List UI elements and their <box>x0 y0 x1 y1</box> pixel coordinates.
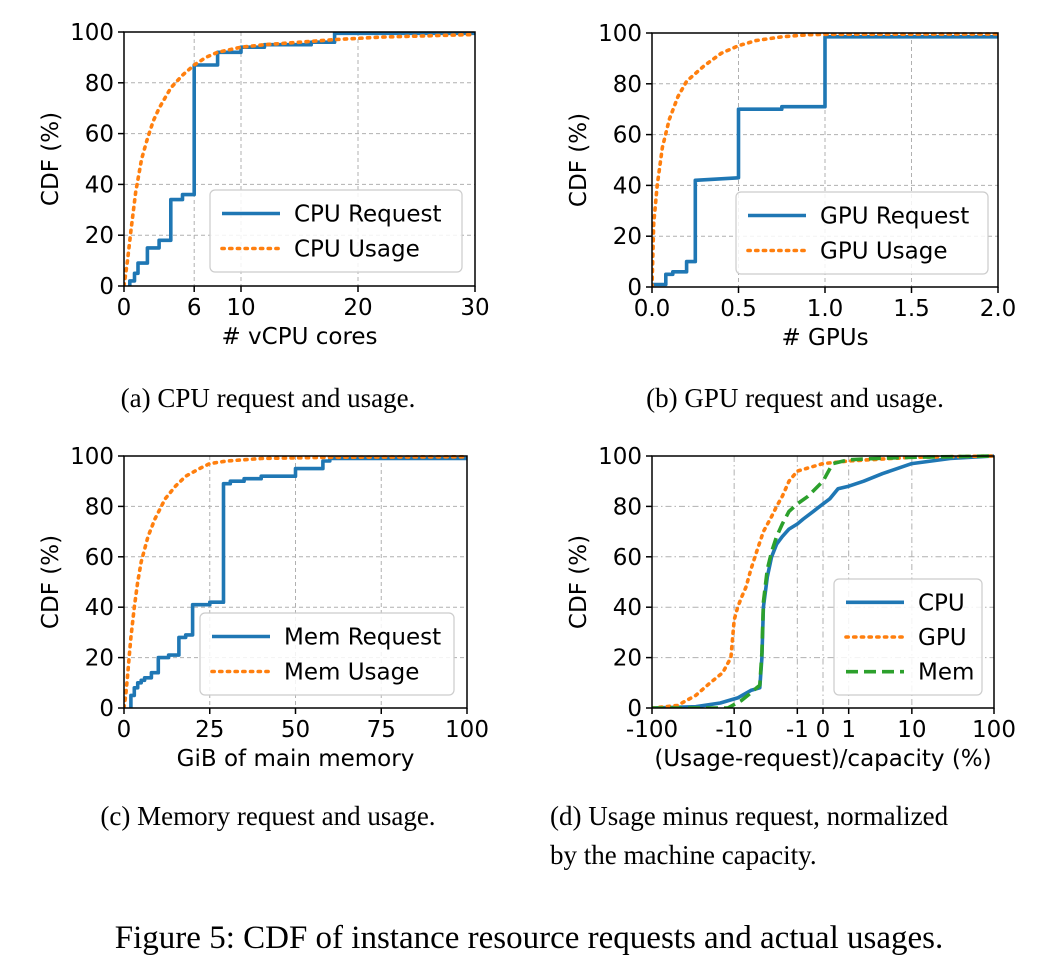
x-tick-label: 6 <box>187 295 202 321</box>
x-tick-label: 0 <box>117 295 132 321</box>
legend-box <box>209 189 463 273</box>
panel-b: 0.0 0.5 1.0 1.5 2.0 0 20 40 60 80 100 # GPUs CDF (%)… <box>566 21 1016 351</box>
series-line-cpu-request <box>128 31 475 286</box>
series-group <box>124 454 467 708</box>
legend-label: Mem <box>918 660 974 686</box>
series-line-cpu-usage <box>124 32 475 286</box>
x-tick-label: 100 <box>972 717 1016 743</box>
y-tick-label: 60 <box>613 123 642 149</box>
x-tick-label: -1 <box>786 717 809 743</box>
y-tick-label: 20 <box>85 646 114 672</box>
y-tick-label: 20 <box>85 223 114 249</box>
legend-label: Mem Request <box>284 625 441 651</box>
legend-label: Mem Usage <box>284 660 419 686</box>
x-axis-label: # vCPU cores <box>221 324 377 350</box>
series-line-cpu <box>652 454 994 708</box>
x-tick-label: 20 <box>343 295 372 321</box>
y-axis-label: CDF (%) <box>38 112 64 206</box>
x-tick-label: 10 <box>897 717 926 743</box>
caption-d-line2: by the machine capacity. <box>550 840 817 870</box>
y-tick-label: 60 <box>85 545 114 571</box>
y-tick-label: 80 <box>85 494 114 520</box>
x-tick-label: 0 <box>816 717 831 743</box>
y-tick-label: 0 <box>99 274 114 300</box>
y-tick-label: 100 <box>598 444 642 470</box>
caption-a: (a) CPU request and usage. <box>121 383 416 413</box>
series-line-gpu-usage <box>652 32 998 287</box>
y-tick-label: 80 <box>613 72 642 98</box>
panel-d: -100 -10 -1 0 1 10 100020406080100(Usage-reque… <box>566 444 1016 772</box>
panel-c: 0 25 50 75 100 0 20 40 60 80 100 GiB of main memory… <box>38 444 489 772</box>
x-tick-label: 1.5 <box>893 296 930 322</box>
y-tick-label: 40 <box>613 173 642 199</box>
y-tick-label: 40 <box>613 595 642 621</box>
legend-box <box>833 578 983 696</box>
x-tick-label: 1.0 <box>807 296 844 322</box>
y-tick-label: 0 <box>627 275 642 301</box>
y-tick-label: 20 <box>613 646 642 672</box>
x-axis-label: GiB of main memory <box>177 746 415 772</box>
y-axis-label: CDF (%) <box>38 535 64 629</box>
x-tick-label: 1 <box>841 717 856 743</box>
y-tick-label: 40 <box>85 595 114 621</box>
y-tick-label: 80 <box>613 494 642 520</box>
x-tick-label: -100 <box>626 717 678 743</box>
y-tick-label: 100 <box>70 20 114 46</box>
y-tick-label: 20 <box>613 224 642 250</box>
series-line-mem <box>652 454 994 708</box>
legend-box <box>735 191 989 275</box>
x-tick-label: 50 <box>281 717 310 743</box>
y-tick-label: 0 <box>627 696 642 722</box>
x-tick-label: 25 <box>195 717 224 743</box>
x-tick-label: 75 <box>367 717 396 743</box>
series-line-gpu <box>652 454 994 708</box>
y-tick-label: 100 <box>70 444 114 470</box>
y-tick-label: 100 <box>598 21 642 47</box>
caption-c: (c) Memory request and usage. <box>100 801 435 831</box>
x-tick-label: 0.0 <box>634 296 671 322</box>
caption-b: (b) GPU request and usage. <box>646 383 944 413</box>
legend-label: GPU Request <box>820 204 969 230</box>
legend-box <box>199 612 455 696</box>
plot-frame <box>123 31 476 287</box>
y-axis-label: CDF (%) <box>566 535 592 629</box>
x-tick-label: 0.5 <box>720 296 757 322</box>
y-axis-label: CDF (%) <box>566 113 592 207</box>
series-group <box>652 32 998 287</box>
panel-a: 0 6 10 20 30 0 20 40 60 80 100 # vCPU cores CDF (%) C… <box>38 20 490 350</box>
x-tick-label: -10 <box>715 717 753 743</box>
x-tick-label: 30 <box>460 295 489 321</box>
x-axis-label: # GPUs <box>781 325 868 351</box>
legend-label: CPU Request <box>294 202 442 228</box>
series-group <box>124 31 475 286</box>
series-line-mem-request <box>129 456 467 708</box>
y-tick-label: 80 <box>85 71 114 97</box>
caption-d-line1: (d) Usage minus request, normalized <box>550 801 949 831</box>
x-tick-label: 0 <box>117 717 132 743</box>
series-line-gpu-request <box>652 34 998 287</box>
figure-caption: Figure 5: CDF of instance resource reque… <box>115 920 943 956</box>
legend-label: GPU <box>918 625 967 651</box>
legend-label: CPU <box>918 590 965 616</box>
y-tick-label: 60 <box>85 122 114 148</box>
legend-label: GPU Usage <box>820 239 948 265</box>
x-tick-label: 10 <box>226 295 255 321</box>
x-tick-label: 2.0 <box>980 296 1017 322</box>
x-tick-label: 100 <box>445 717 489 743</box>
series-line-mem-usage <box>124 454 467 708</box>
y-tick-label: 60 <box>613 545 642 571</box>
series-group <box>652 454 994 708</box>
x-axis-label: (Usage-request)/capacity (%) <box>654 746 991 772</box>
legend-label: CPU Usage <box>294 237 420 263</box>
y-tick-label: 0 <box>99 696 114 722</box>
y-tick-label: 40 <box>85 172 114 198</box>
